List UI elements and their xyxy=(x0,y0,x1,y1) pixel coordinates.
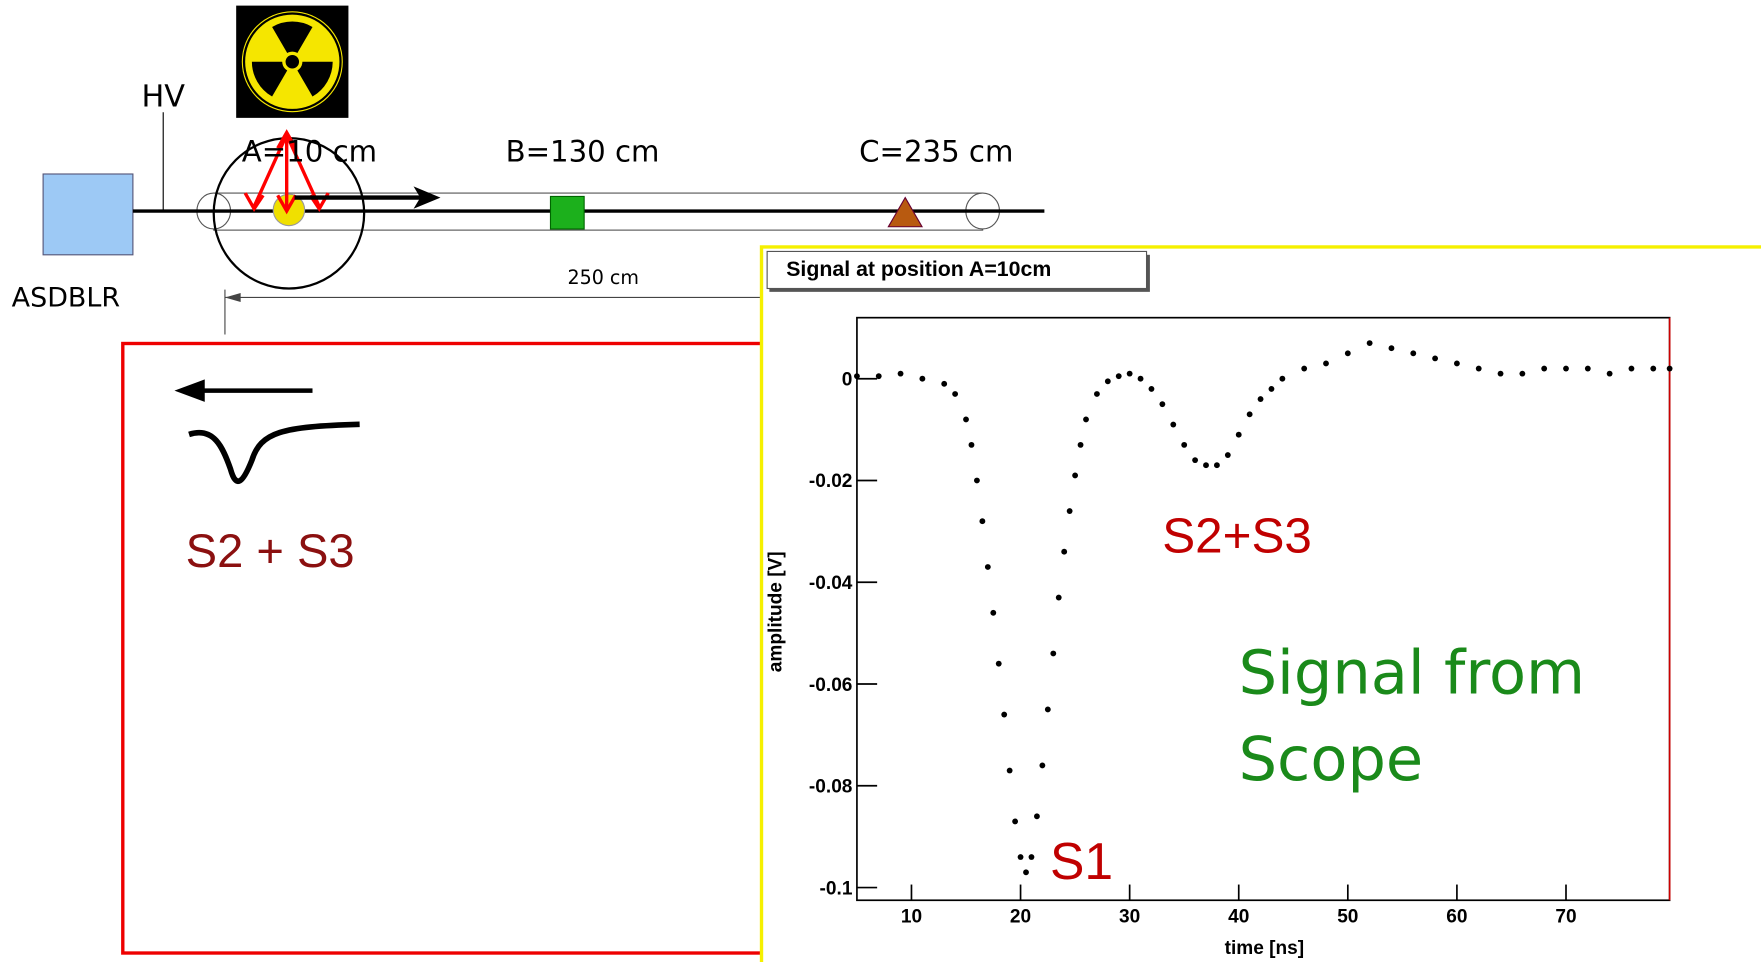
data-point xyxy=(1066,508,1073,514)
y-tick-label: -0.02 xyxy=(809,471,853,492)
data-point xyxy=(1584,365,1591,372)
x-tick-label: 40 xyxy=(1228,907,1249,928)
data-point xyxy=(1159,401,1166,408)
annotation: Scope xyxy=(1239,725,1424,795)
data-point xyxy=(1044,706,1051,713)
data-point xyxy=(1268,385,1275,392)
data-point xyxy=(1301,365,1308,372)
data-point xyxy=(995,660,1002,667)
data-point xyxy=(854,373,860,380)
annotation: Signal from xyxy=(1239,639,1586,709)
data-point xyxy=(1017,854,1024,860)
data-point xyxy=(963,416,969,423)
data-point xyxy=(1432,355,1439,362)
x-tick-label: 60 xyxy=(1446,907,1467,928)
data-point xyxy=(984,564,991,570)
data-point xyxy=(952,391,959,397)
data-point xyxy=(1055,594,1062,601)
data-point xyxy=(1541,365,1548,372)
chart-frame xyxy=(759,245,1761,962)
y-tick-label: -0.1 xyxy=(820,878,853,899)
detector-diagram xyxy=(42,112,1045,335)
position-label: C=235 cm xyxy=(859,135,1013,169)
data-point xyxy=(1475,365,1482,372)
data-point xyxy=(1257,396,1264,403)
data-point xyxy=(1028,854,1035,860)
data-point xyxy=(1628,365,1635,372)
data-point xyxy=(1323,360,1329,367)
title-box xyxy=(766,250,1148,290)
data-point xyxy=(1061,548,1068,555)
data-point xyxy=(1050,650,1057,657)
data-point xyxy=(990,609,997,616)
data-point xyxy=(1034,813,1040,820)
length-label: 250 cm xyxy=(567,267,639,289)
data-point xyxy=(1563,365,1569,372)
annotation: S1 xyxy=(1050,832,1113,890)
radiation-symbol xyxy=(236,5,349,118)
inset-label: S2 + S3 xyxy=(186,524,355,577)
data-point xyxy=(1606,370,1613,377)
data-point xyxy=(1519,370,1526,377)
data-point xyxy=(919,375,926,382)
data-point xyxy=(1192,457,1199,464)
y-tick-label: -0.04 xyxy=(809,573,853,594)
data-point xyxy=(1170,421,1177,428)
y-tick-label: -0.06 xyxy=(809,675,853,696)
data-point xyxy=(875,373,882,380)
pulse-sketch xyxy=(188,421,360,484)
x-tick-label: 30 xyxy=(1119,907,1140,928)
data-point xyxy=(1650,365,1657,372)
readout-label: ASDBLR xyxy=(12,282,120,313)
data-point xyxy=(1366,340,1373,347)
x-tick-label: 70 xyxy=(1555,907,1576,928)
data-point xyxy=(897,370,904,377)
data-point xyxy=(1388,345,1395,352)
y-tick-label: 0 xyxy=(842,369,853,390)
y-tick-label: -0.08 xyxy=(809,777,853,798)
data-point xyxy=(1077,441,1084,448)
data-point xyxy=(1012,818,1019,825)
x-tick-label: 10 xyxy=(901,907,922,928)
data-point xyxy=(1039,762,1046,769)
direction-arrowhead xyxy=(174,379,205,402)
data-point xyxy=(1148,385,1155,392)
data-point xyxy=(1072,472,1079,479)
data-point xyxy=(1453,360,1460,367)
data-point xyxy=(1246,411,1253,418)
data-point xyxy=(1104,378,1111,385)
data-point xyxy=(974,477,980,484)
data-point xyxy=(979,518,986,525)
data-point xyxy=(1666,365,1673,372)
data-point xyxy=(1344,350,1351,357)
data-point xyxy=(1126,370,1133,377)
data-point xyxy=(1094,391,1100,397)
data-point xyxy=(1115,373,1122,380)
data-point xyxy=(1279,375,1286,382)
data-point xyxy=(1224,452,1231,458)
data-point xyxy=(1497,370,1504,377)
x-tick-label: 50 xyxy=(1337,907,1358,928)
data-point xyxy=(1203,462,1209,469)
data-point xyxy=(1137,375,1144,382)
data-point xyxy=(1001,711,1008,718)
position-label: A=10 cm xyxy=(242,135,377,169)
position-label: B=130 cm xyxy=(506,135,660,169)
annotation: S2+S3 xyxy=(1162,508,1312,563)
chart-title: Signal at position A=10cm xyxy=(786,257,1051,281)
y-axis-label: amplitude [V] xyxy=(766,551,787,672)
data-point xyxy=(941,380,948,387)
x-tick-label: 20 xyxy=(1010,907,1031,928)
x-axis-label: time [ns] xyxy=(1225,938,1305,959)
data-point xyxy=(1023,869,1029,876)
data-point xyxy=(1006,767,1013,774)
hv-label: HV xyxy=(141,80,185,115)
data-point xyxy=(1213,462,1220,469)
data-point xyxy=(1083,416,1089,423)
data-point xyxy=(1181,441,1188,448)
data-point xyxy=(968,441,975,448)
data-point xyxy=(1235,431,1242,438)
data-point xyxy=(1410,350,1417,357)
